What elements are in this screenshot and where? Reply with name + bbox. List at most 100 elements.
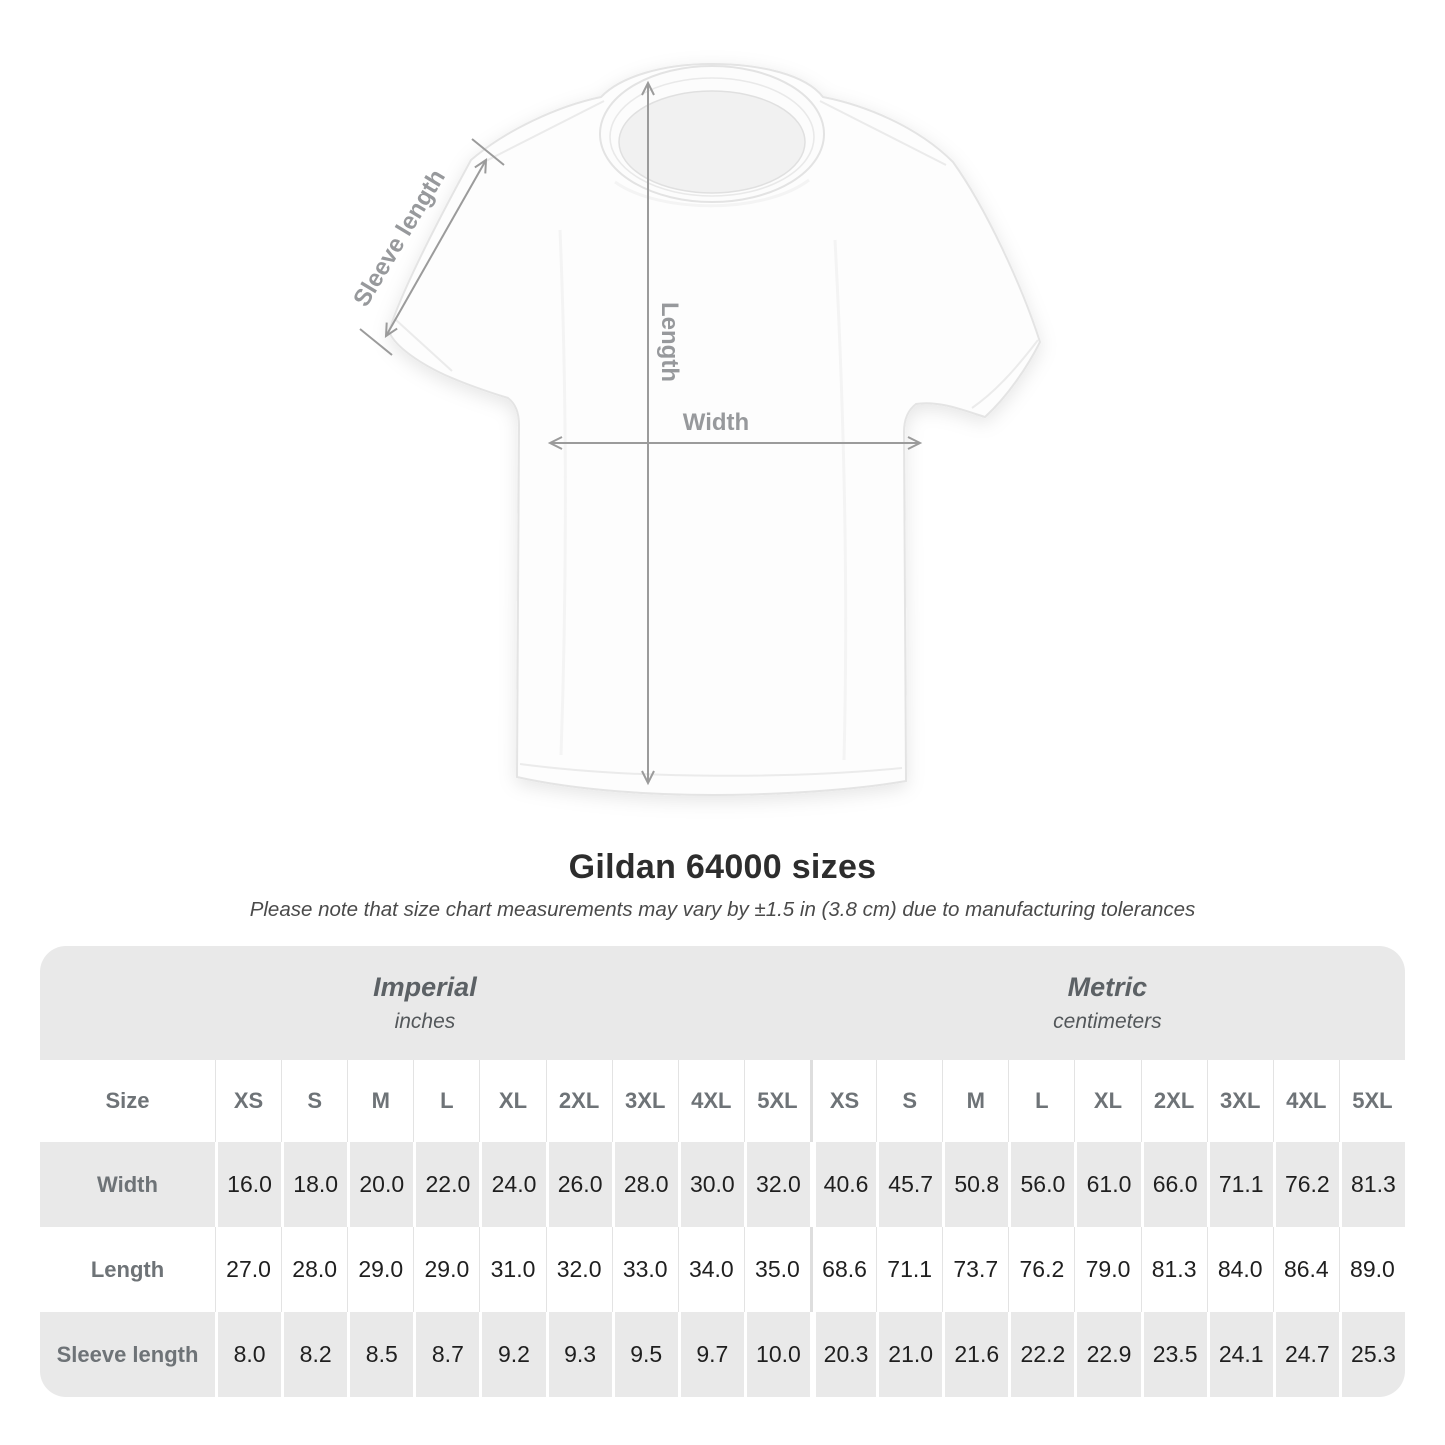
value-cell: 9.2 (479, 1312, 545, 1397)
size-col-header-metric: XS (810, 1060, 876, 1142)
size-col-header-metric: 3XL (1206, 1060, 1273, 1142)
size-col-header-imperial: 5XL (743, 1060, 810, 1142)
unit-header-band: Imperial inches Metric centimeters (40, 946, 1405, 1060)
size-col-header-metric: S (876, 1060, 942, 1142)
tshirt-seams (395, 100, 1039, 777)
size-col-header-imperial: 3XL (611, 1060, 678, 1142)
value-cell: 8.2 (281, 1312, 347, 1397)
unit-group-unit: inches (394, 1010, 456, 1033)
value-cell: 79.0 (1074, 1227, 1140, 1312)
value-cell: 9.7 (677, 1312, 744, 1397)
value-cell: 27.0 (215, 1227, 281, 1312)
value-cell: 24.0 (479, 1142, 545, 1227)
value-cell: 18.0 (281, 1142, 347, 1227)
value-cell: 8.0 (215, 1312, 281, 1397)
table-row: Length 27.0 28.0 29.0 29.0 31.0 32.0 33.0 34.0 35… (40, 1227, 1405, 1312)
value-cell: 24.1 (1206, 1312, 1273, 1397)
value-cell: 30.0 (677, 1142, 744, 1227)
size-col-header-metric: M (942, 1060, 1008, 1142)
size-table: Imperial inches Metric centimeters Size … (40, 946, 1405, 1397)
value-cell: 84.0 (1206, 1227, 1273, 1312)
size-col-header-metric: 4XL (1272, 1060, 1339, 1142)
size-col-header-imperial: M (347, 1060, 413, 1142)
table-body: Width 16.0 18.0 20.0 22.0 24.0 26.0 28.0 30.0 32.… (40, 1142, 1405, 1397)
unit-group-name: Metric (1067, 972, 1148, 1002)
value-cell: 24.7 (1272, 1312, 1339, 1397)
size-col-header-imperial: 2XL (545, 1060, 612, 1142)
value-cell: 73.7 (942, 1227, 1008, 1312)
unit-group-unit: centimeters (1053, 1010, 1162, 1033)
value-cell: 50.8 (942, 1142, 1008, 1227)
size-col-header-metric: XL (1074, 1060, 1140, 1142)
value-cell: 28.0 (611, 1142, 678, 1227)
size-col-header-imperial: XS (215, 1060, 281, 1142)
value-cell: 35.0 (743, 1227, 810, 1312)
value-cell: 25.3 (1338, 1312, 1405, 1397)
value-cell: 56.0 (1008, 1142, 1074, 1227)
size-col-header-imperial: XL (479, 1060, 545, 1142)
value-cell: 31.0 (479, 1227, 545, 1312)
value-cell: 22.9 (1074, 1312, 1140, 1397)
value-cell: 32.0 (743, 1142, 810, 1227)
value-cell: 21.0 (876, 1312, 942, 1397)
value-cell: 10.0 (743, 1312, 810, 1397)
value-cell: 66.0 (1140, 1142, 1207, 1227)
size-col-header-metric: L (1008, 1060, 1074, 1142)
row-label: Width (97, 1171, 158, 1197)
value-cell: 32.0 (545, 1227, 612, 1312)
tolerance-note: Please note that size chart measurements… (249, 898, 1196, 921)
value-cell: 23.5 (1140, 1312, 1207, 1397)
value-cell: 34.0 (677, 1227, 744, 1312)
value-cell: 16.0 (215, 1142, 281, 1227)
value-cell: 20.0 (347, 1142, 413, 1227)
size-corner-label: Size (105, 1088, 150, 1113)
value-cell: 9.3 (545, 1312, 612, 1397)
value-cell: 76.2 (1272, 1142, 1339, 1227)
table-row: Sleeve length 8.0 8.2 8.5 8.7 9.2 9.3 9.5 9.7 10.… (40, 1312, 1405, 1397)
length-label: Length (656, 302, 683, 382)
value-cell: 40.6 (810, 1142, 876, 1227)
unit-group-imperial: Imperial inches (40, 946, 810, 1060)
value-cell: 20.3 (810, 1312, 876, 1397)
size-col-header-metric: 2XL (1140, 1060, 1207, 1142)
sleeve-arrow-tick-bottom (359, 328, 393, 356)
value-cell: 81.3 (1140, 1227, 1207, 1312)
value-cell: 22.0 (413, 1142, 479, 1227)
unit-group-name: Imperial (373, 972, 477, 1002)
value-cell: 29.0 (413, 1227, 479, 1312)
size-header-row: Size XS S M L XL 2XL 3XL 4XL 5XL XS S M L XL 2XL 3XL 4XL… (40, 1060, 1405, 1142)
tshirt-creases (558, 178, 848, 761)
value-cell: 86.4 (1272, 1227, 1339, 1312)
value-cell: 45.7 (876, 1142, 942, 1227)
width-label: Width (683, 409, 749, 436)
collar-opening (618, 90, 806, 194)
measurement-arrows (359, 80, 923, 786)
value-cell: 8.5 (347, 1312, 413, 1397)
unit-group-metric: Metric centimeters (810, 946, 1405, 1060)
value-cell: 71.1 (1206, 1142, 1273, 1227)
sleeve-length-arrow (384, 158, 488, 338)
size-col-header-imperial: 4XL (677, 1060, 744, 1142)
table-row: Width 16.0 18.0 20.0 22.0 24.0 26.0 28.0 30.0 32.… (40, 1142, 1405, 1227)
value-cell: 29.0 (347, 1227, 413, 1312)
value-cell: 22.2 (1008, 1312, 1074, 1397)
value-cell: 8.7 (413, 1312, 479, 1397)
size-col-header-imperial: L (413, 1060, 479, 1142)
row-label: Sleeve length (56, 1341, 199, 1367)
page-title: Gildan 64000 sizes (568, 848, 877, 886)
size-col-header-imperial: S (281, 1060, 347, 1142)
value-cell: 9.5 (611, 1312, 678, 1397)
sleeve-arrow-tick-top (471, 138, 505, 166)
value-cell: 89.0 (1338, 1227, 1405, 1312)
tshirt-measurement-diagram: Sleeve length Length Width (348, 62, 1042, 797)
value-cell: 76.2 (1008, 1227, 1074, 1312)
row-label: Length (90, 1256, 165, 1282)
collar-rib-seam (609, 77, 815, 197)
value-cell: 33.0 (611, 1227, 678, 1312)
value-cell: 28.0 (281, 1227, 347, 1312)
value-cell: 81.3 (1338, 1142, 1405, 1227)
value-cell: 21.6 (942, 1312, 1008, 1397)
value-cell: 68.6 (810, 1227, 876, 1312)
size-col-header-metric: 5XL (1338, 1060, 1405, 1142)
